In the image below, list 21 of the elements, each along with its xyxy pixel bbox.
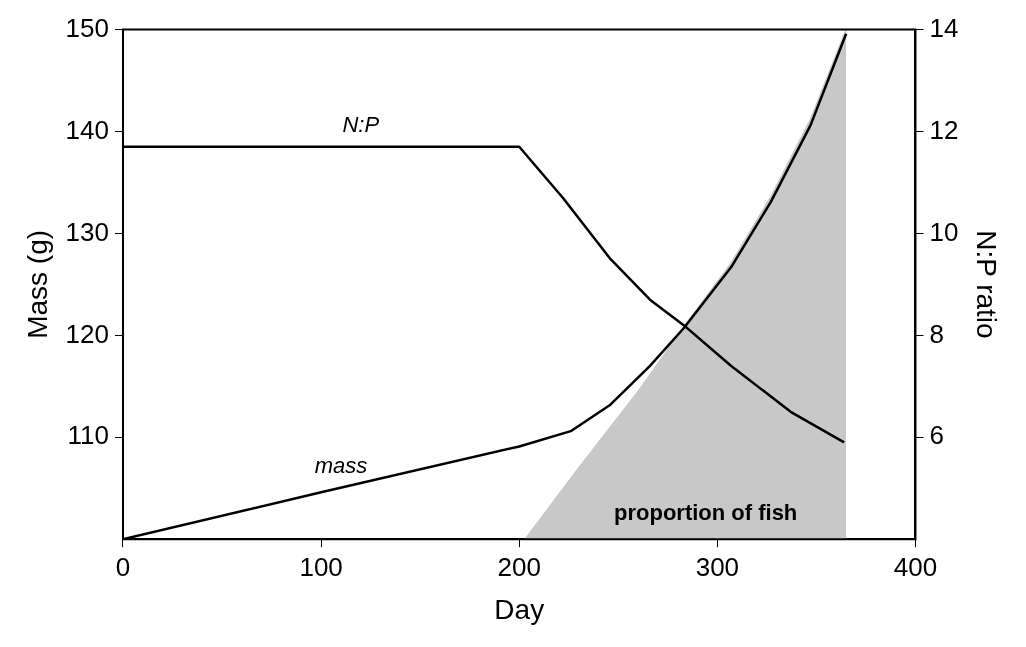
x-tick-label: 0 xyxy=(115,551,131,582)
series-label: mass xyxy=(314,452,368,478)
y2-axis-title: N:P ratio xyxy=(971,230,1003,339)
x-axis-title: Day xyxy=(494,593,545,625)
y-tick-label: 150 xyxy=(65,12,109,43)
y-axis-title: Mass (g) xyxy=(21,229,53,339)
y2-tick-label: 8 xyxy=(929,318,944,349)
y2-tick-label: 6 xyxy=(929,420,944,451)
y2-tick-label: 12 xyxy=(929,114,959,145)
x-tick-label: 100 xyxy=(299,551,343,582)
y-tick-label: 130 xyxy=(65,216,109,247)
x-tick-label: 200 xyxy=(497,551,541,582)
y-tick-label: 120 xyxy=(65,318,109,349)
series-label: N:P xyxy=(342,111,380,137)
y-tick-label: 140 xyxy=(65,114,109,145)
y-tick-label: 110 xyxy=(67,420,109,451)
series-label: proportion of fish xyxy=(614,500,798,526)
x-tick-label: 300 xyxy=(695,551,740,582)
y2-tick-label: 10 xyxy=(929,216,959,247)
x-tick-label: 400 xyxy=(893,551,938,582)
y2-tick-label: 14 xyxy=(929,12,959,43)
